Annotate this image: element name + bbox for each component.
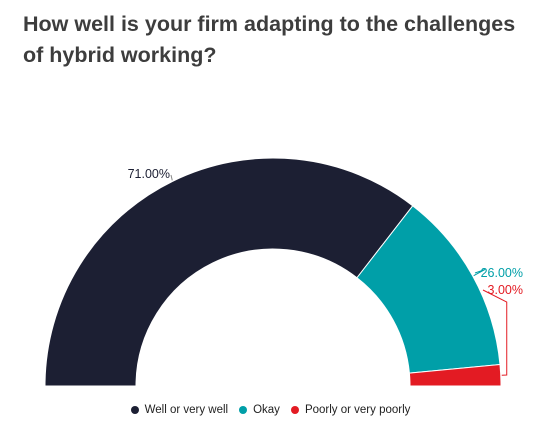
legend-label-well: Well or very well: [144, 404, 229, 416]
data-label-okay: 26.00%: [481, 266, 523, 280]
legend-swatch-poorly: [290, 406, 299, 414]
legend-item-well[interactable]: Well or very well: [130, 404, 229, 416]
data-label-well: 71.00%: [128, 167, 170, 181]
legend-swatch-okay: [239, 406, 248, 414]
legend-swatch-well: [130, 406, 139, 414]
chart-legend: Well or very well Okay Poorly or very po…: [0, 404, 541, 416]
leader-line-okay: [473, 268, 486, 277]
slice-poorly[interactable]: [408, 363, 502, 387]
data-label-poorly: 3.00%: [488, 283, 523, 297]
legend-item-okay[interactable]: Okay: [239, 404, 280, 416]
chart-title: How well is your firm adapting to the ch…: [23, 12, 516, 67]
legend-label-poorly: Poorly or very poorly: [304, 404, 411, 416]
slice-well[interactable]: [44, 157, 414, 387]
leader-line-poorly: [482, 289, 508, 376]
legend-item-poorly[interactable]: Poorly or very poorly: [290, 404, 411, 416]
leader-line-well: [170, 174, 173, 181]
legend-label-okay: Okay: [253, 404, 280, 416]
